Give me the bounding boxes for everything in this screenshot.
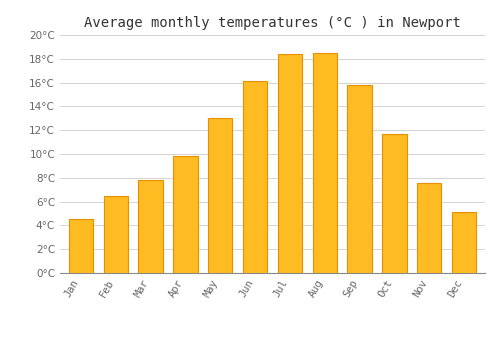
Title: Average monthly temperatures (°C ) in Newport: Average monthly temperatures (°C ) in Ne… xyxy=(84,16,461,30)
Bar xyxy=(417,183,442,273)
Bar xyxy=(138,180,163,273)
Bar xyxy=(243,82,268,273)
Bar xyxy=(208,118,233,273)
Bar xyxy=(382,134,406,273)
Bar xyxy=(452,212,476,273)
Bar xyxy=(312,53,337,273)
Bar xyxy=(104,196,128,273)
Bar xyxy=(348,85,372,273)
Bar xyxy=(278,54,302,273)
Bar xyxy=(68,219,93,273)
Bar xyxy=(173,156,198,273)
